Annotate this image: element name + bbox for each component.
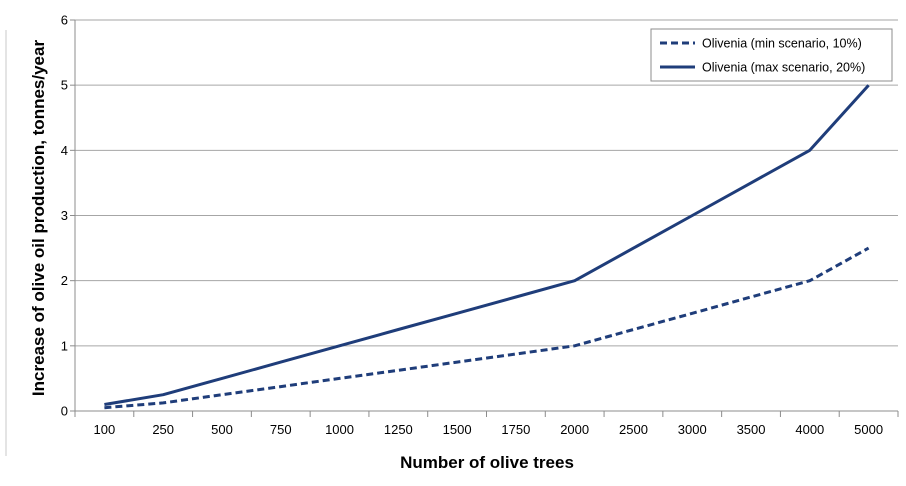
y-tick-label: 4 [61,143,68,158]
gridlines [75,19,898,347]
y-tick-label: 0 [61,404,68,419]
y-tick-labels: 0 1 2 3 4 5 6 [61,13,68,419]
x-tick-label: 4000 [795,422,824,437]
x-tick-label: 2500 [619,422,648,437]
axes [70,19,899,417]
x-tick-label: 3500 [737,422,766,437]
series-line-min-scenario [104,246,870,410]
legend-box [650,28,893,82]
y-tick-label: 6 [61,13,68,28]
x-tick-label: 1250 [384,422,413,437]
x-tick-label: 3000 [678,422,707,437]
x-tick-label: 250 [152,422,174,437]
legend-label: Olivenia (min scenario, 10%) [702,37,862,51]
legend: Olivenia (min scenario, 10%) Olivenia (ma… [650,28,893,82]
x-tick-label: 1000 [325,422,354,437]
y-tick-label: 3 [61,208,68,223]
x-tick-label: 1750 [501,422,530,437]
x-tick-label: 100 [94,422,116,437]
x-tick-label: 1500 [443,422,472,437]
y-tick-label: 1 [61,338,68,353]
x-tick-label: 500 [211,422,233,437]
series-line-max-scenario [104,84,870,406]
y-axis-title: Increase of olive oil production, tonnes… [29,40,48,397]
x-axis-title: Number of olive trees [400,453,574,472]
series-lines [104,84,870,410]
x-tick-labels: 100 250 500 750 1000 1250 1500 1750 2000 2500 3000… [94,422,884,437]
legend-label: Olivenia (max scenario, 20%) [702,61,865,75]
x-tick-label: 750 [270,422,292,437]
x-tick-label: 2000 [560,422,589,437]
x-tick-label: 5000 [854,422,883,437]
y-tick-label: 5 [61,78,68,93]
y-tick-label: 2 [61,273,68,288]
